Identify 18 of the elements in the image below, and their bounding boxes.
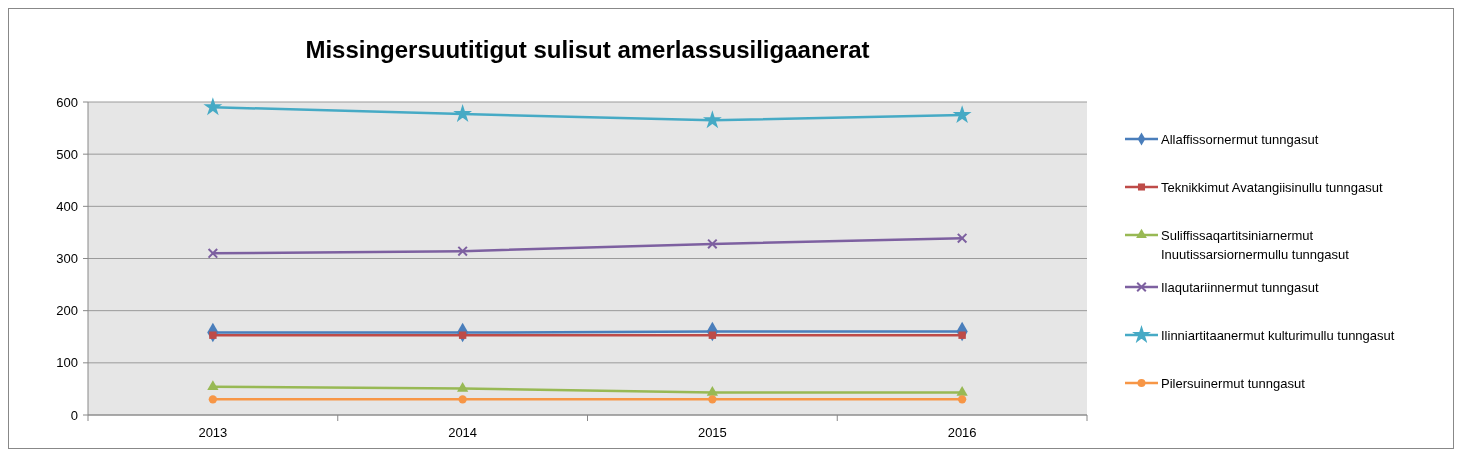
legend-label: Ilinniartitaanermut kulturimullu tunngasut <box>1161 327 1395 343</box>
legend-label: Pilersuinermut tunngasut <box>1161 375 1306 391</box>
y-tick-label: 0 <box>70 407 78 423</box>
legend-label: Teknikkimut Avatangiisinullu tunngasut <box>1161 179 1383 195</box>
legend-label: Ilaqutariinnermut tunngasut <box>1161 279 1319 295</box>
y-tick-label: 200 <box>56 303 78 319</box>
legend-label: Suliffissaqartitsiniarnermut Inuutissarsiornermullu tunngasut <box>1161 227 1350 263</box>
x-tick-label: 2016 <box>947 425 977 440</box>
x-tick-label: 2014 <box>448 425 478 440</box>
x-tick-label: 2015 <box>697 425 727 440</box>
y-tick-label: 300 <box>56 251 78 267</box>
y-tick-label: 100 <box>56 355 78 371</box>
y-tick-label: 400 <box>56 198 78 214</box>
legend-label: Allaffissornermut tunngasut <box>1161 131 1319 147</box>
chart-title: Missingersuutitigut sulisut amerlassusiligaanerat <box>305 36 870 63</box>
y-tick-label: 600 <box>56 94 78 110</box>
y-tick-label: 500 <box>56 146 78 162</box>
x-tick-label: 2013 <box>198 425 228 440</box>
